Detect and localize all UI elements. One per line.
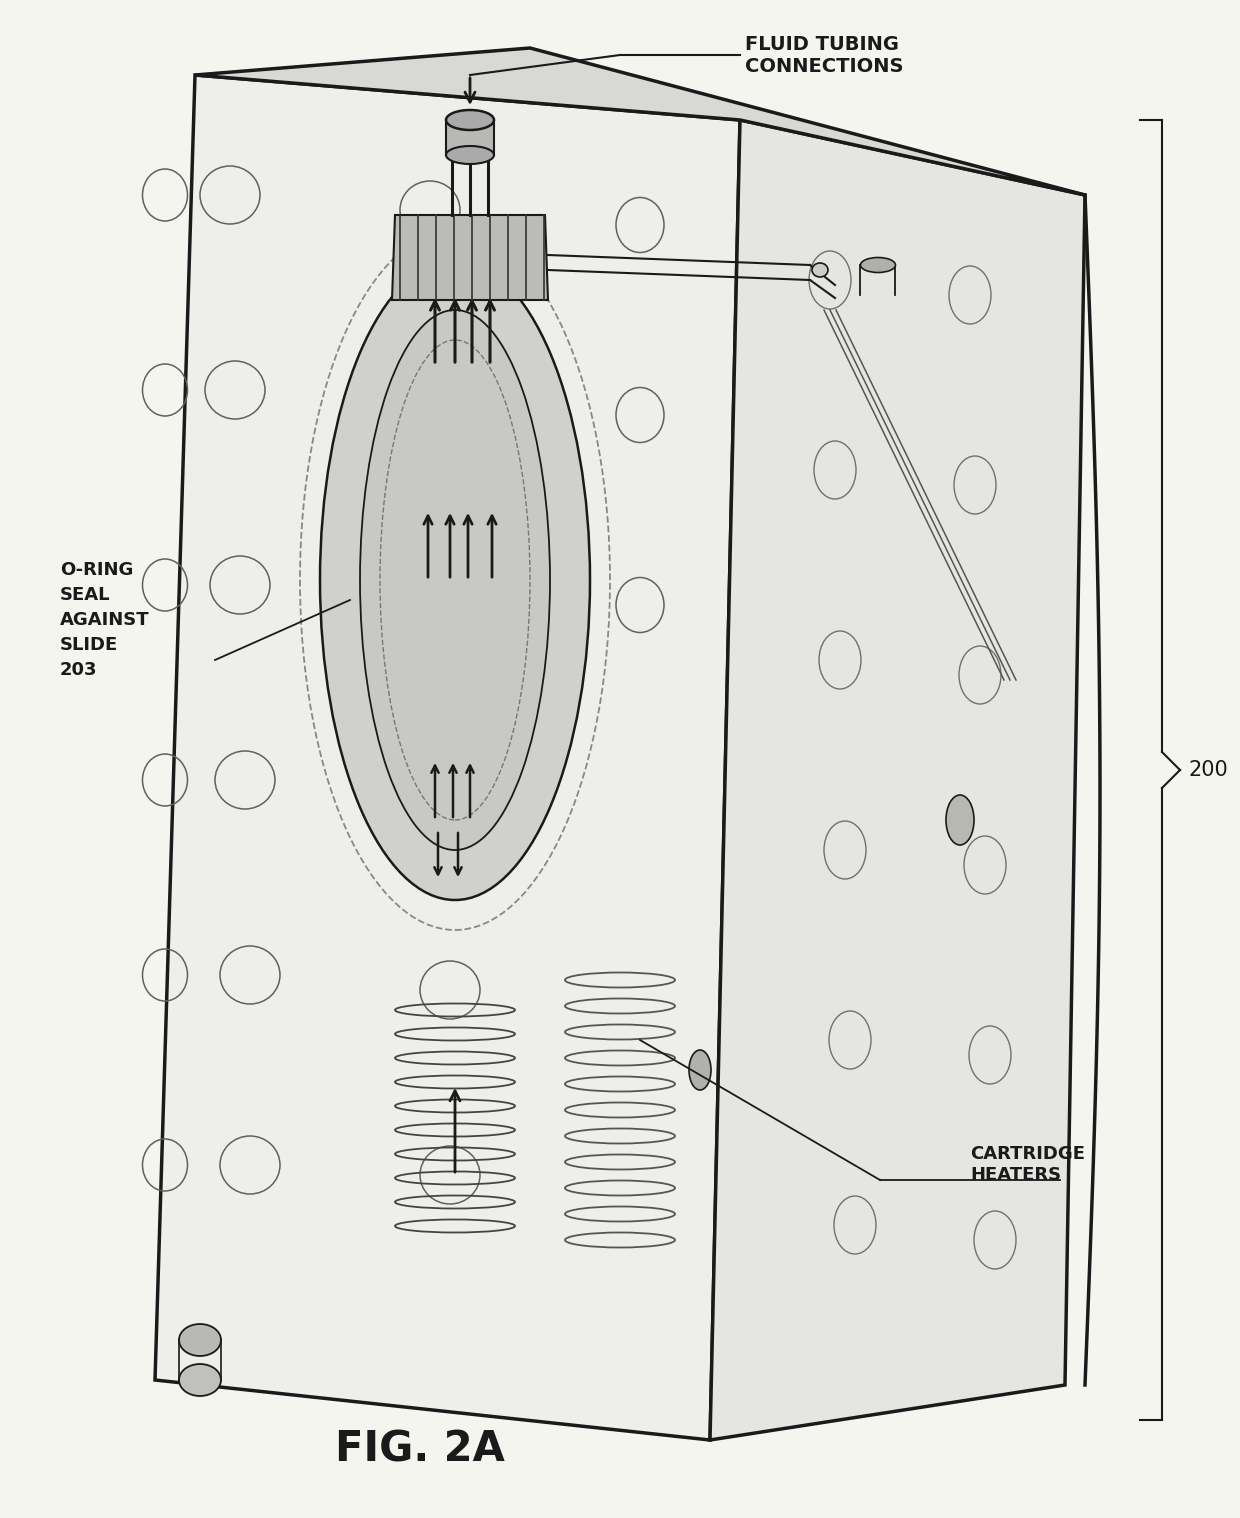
Ellipse shape	[689, 1050, 711, 1090]
Ellipse shape	[179, 1324, 221, 1356]
Ellipse shape	[946, 795, 973, 846]
Text: CARTRIDGE
HEATERS: CARTRIDGE HEATERS	[970, 1145, 1085, 1184]
Ellipse shape	[360, 310, 551, 850]
Polygon shape	[392, 216, 548, 301]
Ellipse shape	[861, 258, 895, 273]
Ellipse shape	[446, 146, 494, 164]
Text: O-RING
SEAL
AGAINST
SLIDE
203: O-RING SEAL AGAINST SLIDE 203	[60, 562, 150, 679]
Polygon shape	[195, 49, 1085, 194]
Ellipse shape	[320, 260, 590, 900]
Ellipse shape	[812, 263, 828, 276]
Polygon shape	[446, 120, 494, 155]
Text: 200: 200	[1188, 761, 1228, 780]
Text: FLUID TUBING
CONNECTIONS: FLUID TUBING CONNECTIONS	[745, 35, 904, 76]
Polygon shape	[711, 120, 1085, 1441]
Ellipse shape	[446, 109, 494, 131]
Polygon shape	[155, 74, 740, 1441]
Text: FIG. 2A: FIG. 2A	[335, 1428, 505, 1469]
Ellipse shape	[179, 1365, 221, 1397]
